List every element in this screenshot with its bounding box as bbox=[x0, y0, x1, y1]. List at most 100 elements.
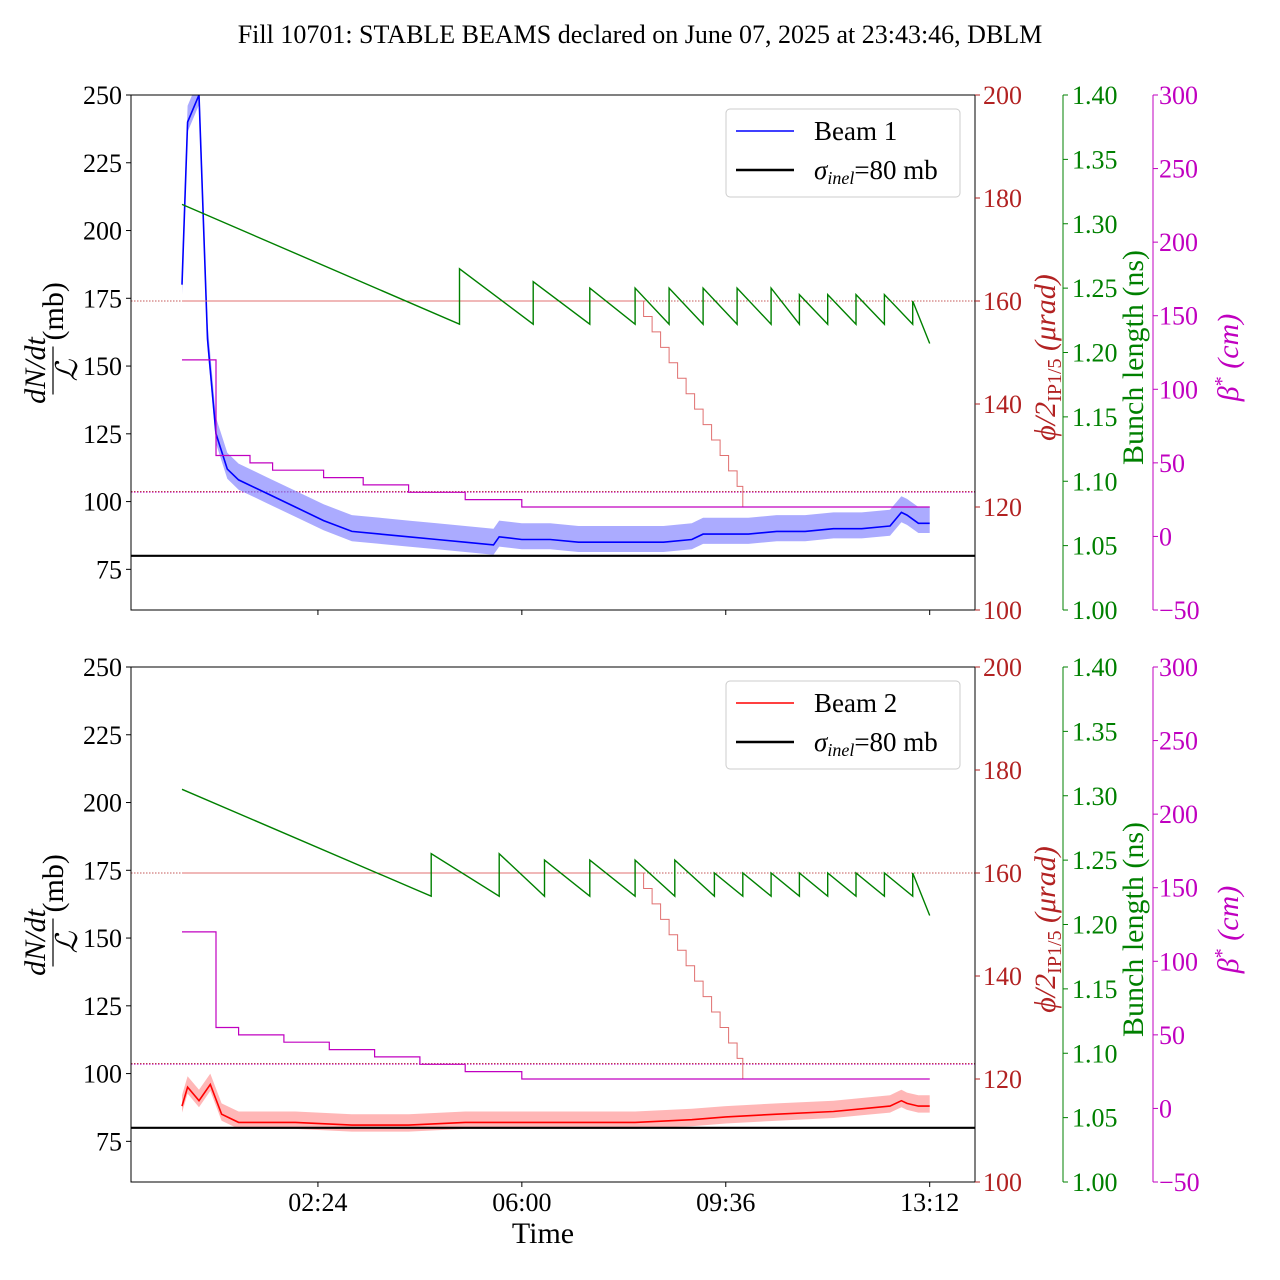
legend-beam-label: Beam 1 bbox=[814, 116, 897, 146]
left-tick-label: 200 bbox=[83, 217, 122, 246]
chart-title: Fill 10701: STABLE BEAMS declared on Jun… bbox=[237, 20, 1043, 49]
right3-tick-label: 250 bbox=[1159, 727, 1198, 756]
left-tick-label: 150 bbox=[83, 924, 122, 953]
right2-tick-label: 1.15 bbox=[1072, 403, 1118, 432]
bunch-length-line bbox=[181, 788, 931, 916]
left-tick-label: 75 bbox=[96, 1127, 122, 1156]
right1-tick-label: 160 bbox=[983, 287, 1022, 316]
plot-frame bbox=[130, 94, 976, 611]
bunch-length-line bbox=[181, 203, 931, 344]
right1-label-unit: (μrad) bbox=[1029, 846, 1062, 930]
x-tick-label: 09:36 bbox=[696, 1188, 755, 1217]
legend-sigma-symbol: σ bbox=[814, 727, 829, 757]
left-axis-label-unit: (mb) bbox=[37, 854, 70, 912]
legend-sigma-symbol: σ bbox=[814, 155, 829, 185]
plot-area bbox=[131, 788, 975, 1132]
xsection-line bbox=[181, 95, 930, 546]
right1-label-sub: IP1/5 bbox=[1044, 359, 1066, 402]
right2-tick-label: 1.35 bbox=[1072, 717, 1118, 746]
right2-tick-label: 1.25 bbox=[1072, 846, 1118, 875]
right3-tick-label: 300 bbox=[1159, 81, 1198, 110]
right2-tick-label: 1.15 bbox=[1072, 975, 1118, 1004]
right3-label-main: β bbox=[1212, 958, 1245, 974]
left-tick-label: 100 bbox=[83, 1060, 122, 1089]
right1-tick-label: 140 bbox=[983, 390, 1022, 419]
right2-axis-label: Bunch length (ns) bbox=[1117, 822, 1150, 1037]
left-tick-label: 100 bbox=[83, 488, 122, 517]
right3-label-sup: * bbox=[1211, 376, 1233, 386]
right2-tick-label: 1.00 bbox=[1072, 1168, 1118, 1197]
beta-star-line bbox=[182, 931, 930, 1080]
right3-label-sup: * bbox=[1211, 948, 1233, 958]
right1-label-unit: (μrad) bbox=[1029, 274, 1062, 358]
right3-axis-label: β* (cm) bbox=[1211, 886, 1245, 974]
left-axis-label-denominator: ℒ bbox=[51, 358, 84, 381]
right2-axis-label: Bunch length (ns) bbox=[1117, 250, 1150, 465]
right2-tick-label: 1.05 bbox=[1072, 1104, 1118, 1133]
xsection-line bbox=[181, 1082, 930, 1126]
right3-tick-label: 200 bbox=[1159, 228, 1198, 257]
plot-frame bbox=[130, 666, 976, 1183]
right3-tick-label: 100 bbox=[1159, 375, 1198, 404]
left-tick-label: 200 bbox=[83, 789, 122, 818]
right1-tick-label: 100 bbox=[983, 1168, 1022, 1197]
legend-sigma-label: σinel=80 mb bbox=[814, 155, 938, 188]
right3-tick-label: 0 bbox=[1159, 522, 1172, 551]
right3-label-main: β bbox=[1212, 386, 1245, 402]
legend-sigma-sub: inel bbox=[827, 168, 854, 188]
legend-sigma-rest: =80 mb bbox=[854, 727, 937, 757]
right1-label-main: ϕ/2 bbox=[1029, 974, 1062, 1013]
right2-tick-label: 1.05 bbox=[1072, 532, 1118, 561]
left-tick-label: 125 bbox=[83, 992, 122, 1021]
left-tick-label: 175 bbox=[83, 856, 122, 885]
left-axis-label-numerator: dN/dt bbox=[19, 908, 52, 975]
left-tick-label: 250 bbox=[83, 81, 122, 110]
right3-tick-label: −50 bbox=[1159, 1168, 1200, 1197]
legend-sigma-rest: =80 mb bbox=[854, 155, 937, 185]
right2-tick-label: 1.40 bbox=[1072, 81, 1118, 110]
right2-tick-label: 1.35 bbox=[1072, 145, 1118, 174]
beta-star-line bbox=[182, 359, 930, 508]
legend-beam-label: Beam 2 bbox=[814, 688, 897, 718]
left-tick-label: 225 bbox=[83, 149, 122, 178]
left-tick-label: 75 bbox=[96, 555, 122, 584]
right1-tick-label: 120 bbox=[983, 1065, 1022, 1094]
right2-tick-label: 1.20 bbox=[1072, 339, 1118, 368]
plot-area bbox=[131, 95, 975, 557]
left-tick-label: 175 bbox=[83, 284, 122, 313]
right1-tick-label: 120 bbox=[983, 493, 1022, 522]
legend-sigma-sub: inel bbox=[827, 740, 854, 760]
right1-tick-label: 200 bbox=[983, 81, 1022, 110]
right3-tick-label: 250 bbox=[1159, 155, 1198, 184]
right1-tick-label: 200 bbox=[983, 653, 1022, 682]
left-axis-label-unit: (mb) bbox=[37, 282, 70, 340]
right2-tick-label: 1.40 bbox=[1072, 653, 1118, 682]
right1-tick-label: 140 bbox=[983, 962, 1022, 991]
right3-tick-label: −50 bbox=[1159, 596, 1200, 625]
right1-label-sub: IP1/5 bbox=[1044, 931, 1066, 974]
right3-label-unit: (cm) bbox=[1212, 886, 1245, 948]
right2-tick-label: 1.10 bbox=[1072, 1039, 1118, 1068]
right2-tick-label: 1.30 bbox=[1072, 210, 1118, 239]
panel-2: 75 100 125 150 175 200 225 250 dN/dt ℒ (mb) 100 120 1… bbox=[19, 653, 1245, 1217]
legend: Beam 2 σinel=80 mb bbox=[725, 680, 961, 770]
right2-tick-label: 1.10 bbox=[1072, 467, 1118, 496]
right3-tick-label: 300 bbox=[1159, 653, 1198, 682]
x-tick-label: 06:00 bbox=[492, 1188, 551, 1217]
left-axis-label-numerator: dN/dt bbox=[19, 336, 52, 403]
right3-label-unit: (cm) bbox=[1212, 314, 1245, 376]
right2-tick-label: 1.30 bbox=[1072, 782, 1118, 811]
right3-tick-label: 150 bbox=[1159, 874, 1198, 903]
left-tick-label: 150 bbox=[83, 352, 122, 381]
left-tick-label: 125 bbox=[83, 420, 122, 449]
crossing-angle-line bbox=[182, 872, 930, 1080]
right3-tick-label: 0 bbox=[1159, 1094, 1172, 1123]
right3-tick-label: 50 bbox=[1159, 1021, 1185, 1050]
right1-tick-label: 100 bbox=[983, 596, 1022, 625]
right3-tick-label: 150 bbox=[1159, 302, 1198, 331]
left-axis-label-denominator: ℒ bbox=[51, 930, 84, 953]
x-tick-label: 13:12 bbox=[900, 1188, 959, 1217]
legend-sigma-label: σinel=80 mb bbox=[814, 727, 938, 760]
